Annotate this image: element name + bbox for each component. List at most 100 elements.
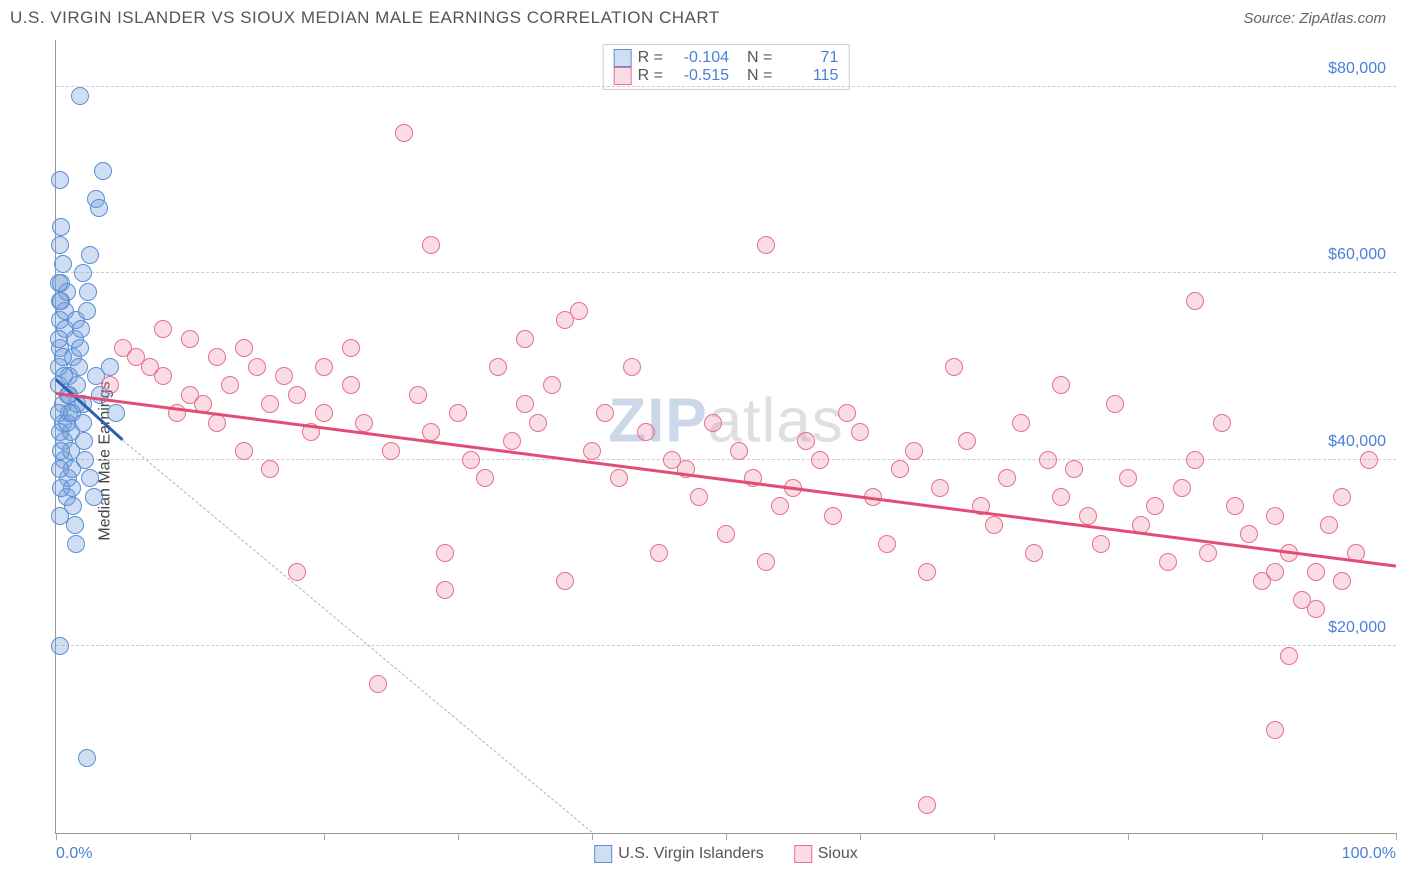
data-point <box>369 675 387 693</box>
data-point <box>288 563 306 581</box>
data-point <box>1065 460 1083 478</box>
data-point <box>1119 469 1137 487</box>
data-point <box>1226 497 1244 515</box>
data-point <box>1012 414 1030 432</box>
data-point <box>52 479 70 497</box>
data-point <box>797 432 815 450</box>
data-point <box>355 414 373 432</box>
data-point <box>449 404 467 422</box>
data-point <box>838 404 856 422</box>
y-tick-label: $80,000 <box>1328 60 1386 78</box>
data-point <box>52 218 70 236</box>
data-point <box>623 358 641 376</box>
data-point <box>998 469 1016 487</box>
x-tick <box>1396 833 1397 840</box>
data-point <box>50 330 68 348</box>
data-point <box>1173 479 1191 497</box>
legend-r-value: -0.515 <box>669 67 729 85</box>
data-point <box>208 348 226 366</box>
data-point <box>878 535 896 553</box>
data-point <box>543 376 561 394</box>
data-point <box>851 423 869 441</box>
y-tick-label: $60,000 <box>1328 246 1386 264</box>
legend-n-label: N = <box>747 67 772 85</box>
data-point <box>181 330 199 348</box>
data-point <box>945 358 963 376</box>
data-point <box>409 386 427 404</box>
legend-n-value: 71 <box>778 49 838 67</box>
data-point <box>275 367 293 385</box>
data-point <box>63 404 81 422</box>
data-point <box>52 442 70 460</box>
x-tick <box>190 833 191 840</box>
legend-r-label: R = <box>638 49 663 67</box>
data-point <box>51 460 69 478</box>
data-point <box>596 404 614 422</box>
data-point <box>1240 525 1258 543</box>
data-point <box>811 451 829 469</box>
data-point <box>1025 544 1043 562</box>
legend-row: R =-0.515N =115 <box>614 67 839 85</box>
data-point <box>529 414 547 432</box>
data-point <box>1360 451 1378 469</box>
legend-swatch <box>614 67 632 85</box>
data-point <box>1266 721 1284 739</box>
data-point <box>1186 292 1204 310</box>
data-point <box>757 553 775 571</box>
data-point <box>107 404 125 422</box>
data-point <box>583 442 601 460</box>
data-point <box>76 451 94 469</box>
data-point <box>1159 553 1177 571</box>
data-point <box>476 469 494 487</box>
data-point <box>235 442 253 460</box>
x-tick <box>1262 833 1263 840</box>
data-point <box>717 525 735 543</box>
data-point <box>51 507 69 525</box>
legend-swatch <box>614 49 632 67</box>
data-point <box>1333 572 1351 590</box>
chart-container: Median Male Earnings ZIPatlas R =-0.104N… <box>10 40 1396 882</box>
data-point <box>261 460 279 478</box>
data-point <box>74 264 92 282</box>
chart-source: Source: ZipAtlas.com <box>1243 10 1386 27</box>
data-point <box>71 339 89 357</box>
x-axis-max-label: 100.0% <box>1342 845 1396 863</box>
data-point <box>436 544 454 562</box>
data-point <box>1307 600 1325 618</box>
data-point <box>79 283 97 301</box>
data-point <box>1039 451 1057 469</box>
data-point <box>905 442 923 460</box>
data-point <box>315 358 333 376</box>
data-point <box>51 637 69 655</box>
x-tick <box>324 833 325 840</box>
data-point <box>704 414 722 432</box>
series-legend: U.S. Virgin Islanders Sioux <box>594 845 858 863</box>
data-point <box>71 87 89 105</box>
data-point <box>516 330 534 348</box>
data-point <box>1052 376 1070 394</box>
data-point <box>101 376 119 394</box>
data-point <box>570 302 588 320</box>
x-tick <box>860 833 861 840</box>
gridline <box>56 86 1396 87</box>
data-point <box>771 497 789 515</box>
data-point <box>958 432 976 450</box>
data-point <box>81 469 99 487</box>
data-point <box>51 236 69 254</box>
legend-row: R =-0.104N =71 <box>614 49 839 67</box>
legend-item: Sioux <box>794 845 858 863</box>
data-point <box>931 479 949 497</box>
data-point <box>1266 507 1284 525</box>
data-point <box>422 423 440 441</box>
data-point <box>1199 544 1217 562</box>
trend-line-extension <box>123 440 593 833</box>
data-point <box>235 339 253 357</box>
data-point <box>221 376 239 394</box>
data-point <box>985 516 1003 534</box>
data-point <box>516 395 534 413</box>
data-point <box>1079 507 1097 525</box>
legend-n-value: 115 <box>778 67 838 85</box>
legend-series-name: Sioux <box>818 845 858 862</box>
legend-series-name: U.S. Virgin Islanders <box>618 845 764 862</box>
data-point <box>67 535 85 553</box>
